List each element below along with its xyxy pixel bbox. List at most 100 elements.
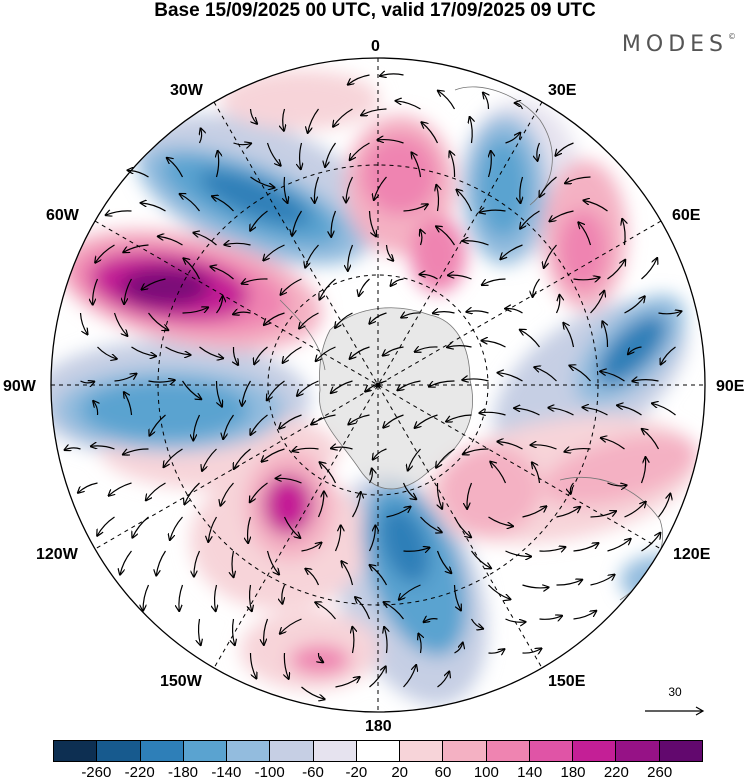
wind-vector	[97, 516, 115, 536]
wind-vector	[641, 533, 661, 552]
wind-vector	[419, 634, 422, 654]
wind-vector	[225, 243, 251, 245]
wind-vector	[80, 381, 95, 383]
wind-vector	[429, 380, 455, 387]
wind-vector	[106, 211, 132, 215]
lon-label-180: 180	[365, 718, 392, 735]
wind-vector	[331, 447, 353, 449]
wind-vector	[522, 506, 547, 518]
wind-vector	[311, 414, 336, 424]
wind-vector	[374, 176, 387, 200]
wind-vector	[420, 516, 442, 532]
colorbar-tick-label: -220	[124, 764, 155, 781]
arrow-right-icon	[645, 706, 705, 716]
wind-vector	[254, 346, 268, 364]
wind-vector	[234, 448, 251, 469]
wind-vector	[454, 643, 463, 654]
wind-vector	[573, 543, 599, 552]
wind-vector	[283, 346, 302, 363]
wind-vector	[264, 618, 269, 645]
wind-vector	[266, 142, 281, 166]
wind-vector	[520, 176, 523, 203]
wind-vector	[607, 483, 627, 486]
wind-vector	[437, 672, 450, 688]
wind-vector	[579, 223, 592, 246]
wind-vector	[318, 652, 323, 662]
wind-vector	[368, 210, 377, 236]
wind-vector	[193, 414, 201, 440]
colorbar-tick-label: 140	[517, 764, 543, 781]
wind-vector	[297, 380, 319, 396]
wind-vector	[603, 322, 608, 348]
wind-vector	[573, 277, 600, 279]
colorbar-box	[313, 741, 357, 761]
wind-vector	[383, 414, 404, 428]
wind-vector	[652, 403, 676, 416]
wind-vector	[299, 312, 319, 328]
colorbar-box	[529, 741, 574, 761]
wind-vector	[202, 448, 217, 471]
wind-vector	[306, 569, 320, 586]
wind-vector	[200, 129, 202, 144]
wind-vector	[331, 380, 353, 393]
wind-vector	[436, 185, 438, 212]
wind-vector	[361, 108, 387, 115]
wind-vector	[535, 367, 557, 382]
wind-vector	[537, 142, 540, 161]
wind-vector	[355, 597, 371, 620]
wind-vector	[335, 312, 353, 328]
wind-vector	[505, 309, 523, 314]
wind-vector	[368, 469, 373, 484]
colorbar	[53, 740, 703, 762]
wind-vector	[113, 312, 128, 336]
wind-vector	[403, 665, 417, 688]
wind-vector	[148, 312, 169, 330]
wind-vector	[396, 101, 421, 110]
colorbar-box	[97, 741, 141, 761]
colorbar-box	[486, 741, 530, 761]
wind-vector	[437, 482, 442, 509]
wind-vector	[624, 297, 645, 314]
wind-vector	[370, 312, 387, 324]
wind-vector	[342, 561, 354, 586]
wind-vector	[233, 618, 235, 645]
wind-vector	[124, 244, 149, 252]
colorbar-tick-label: -260	[81, 764, 112, 781]
wind-vector	[480, 210, 506, 212]
lon-label-150w: 150W	[160, 673, 202, 690]
wind-vector	[316, 602, 336, 620]
wind-vector	[549, 408, 574, 416]
wind-vector	[408, 448, 421, 470]
wind-vector	[399, 584, 421, 600]
wind-vector	[283, 516, 301, 538]
wind-vector	[208, 516, 218, 542]
colorbar-box	[400, 741, 444, 761]
wind-vector	[573, 611, 597, 620]
wind-vector	[182, 308, 208, 314]
wind-vector	[292, 210, 302, 235]
wind-vector	[233, 143, 251, 145]
wind-vector	[308, 108, 319, 133]
colorbar-box	[356, 741, 401, 761]
wind-vector	[79, 312, 88, 334]
colorbar-box	[443, 741, 487, 761]
wind-vector	[584, 201, 608, 212]
wind-vector	[470, 117, 473, 144]
map-border	[50, 57, 706, 713]
wind-vector	[590, 511, 616, 518]
wind-vector	[628, 346, 642, 354]
wind-vector	[284, 652, 288, 679]
wind-vector	[488, 649, 505, 653]
wind-vector	[283, 108, 285, 131]
lon-label-30e: 30E	[548, 82, 577, 99]
wind-vector	[250, 176, 275, 188]
wind-vector	[453, 516, 471, 537]
wind-vector	[143, 584, 150, 610]
wind-vector	[446, 414, 472, 422]
wind-vector	[232, 550, 234, 577]
wind-vector	[540, 176, 557, 197]
wind-vector	[215, 584, 217, 611]
wind-vector	[233, 346, 238, 365]
wind-vector	[284, 176, 287, 203]
